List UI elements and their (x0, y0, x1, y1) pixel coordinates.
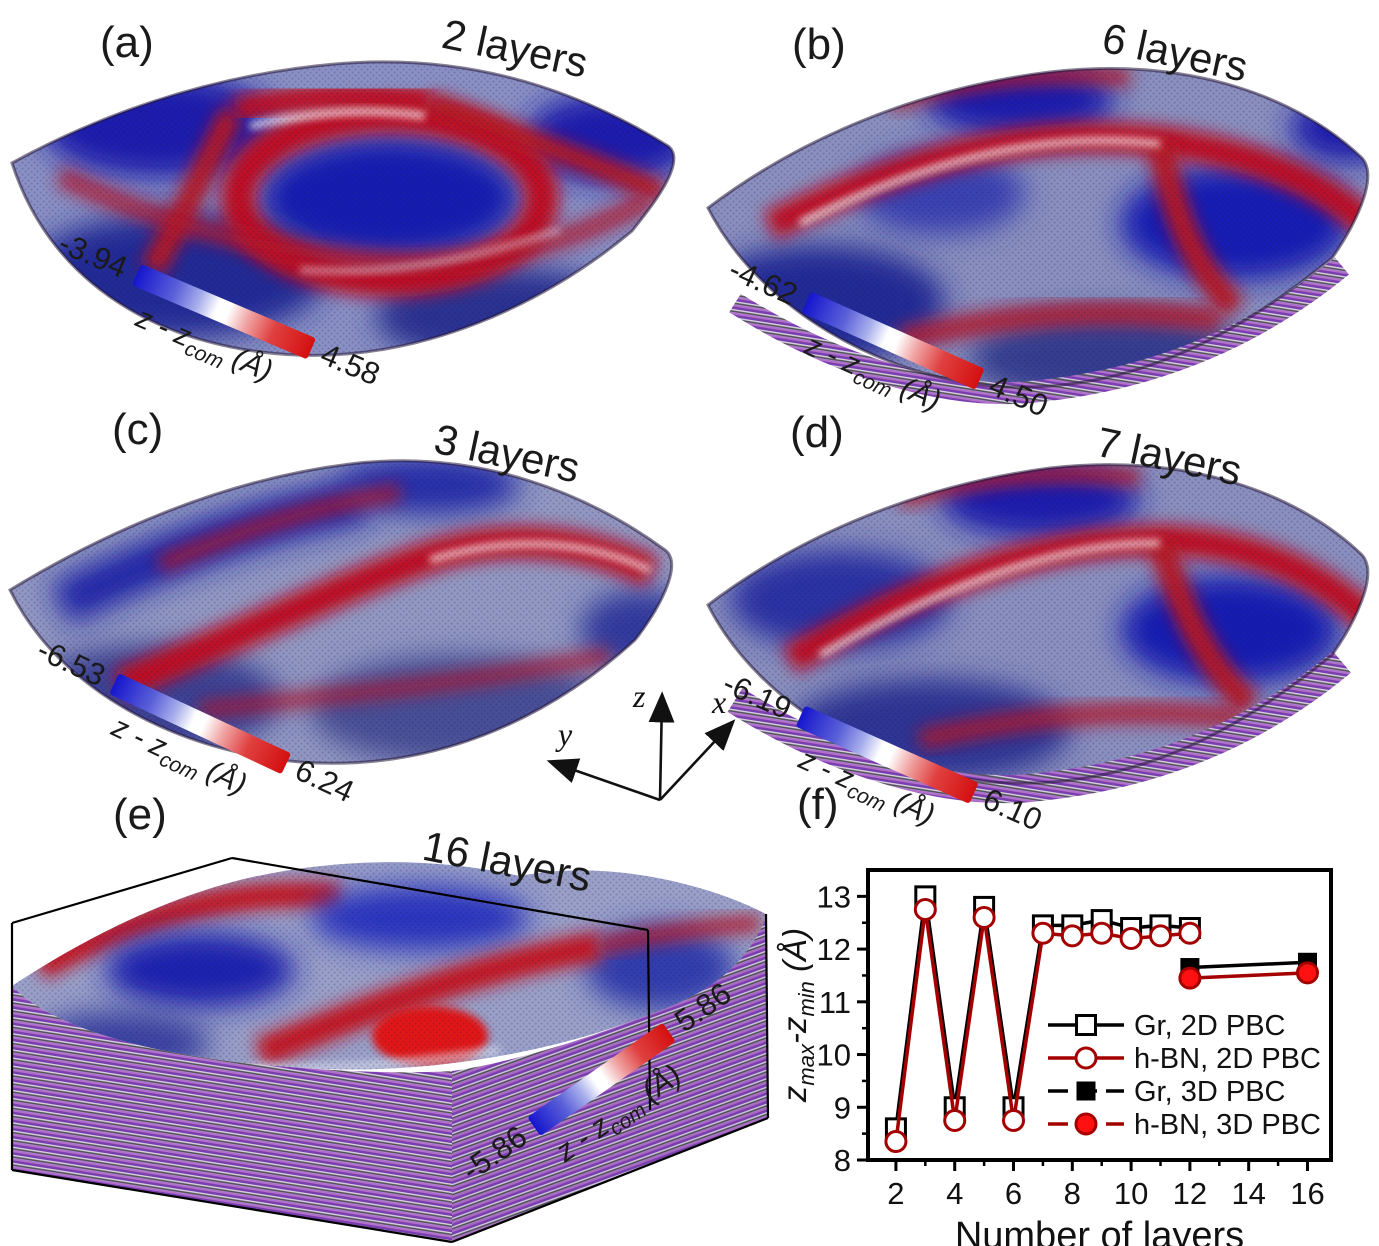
marker-circle (1002, 1108, 1026, 1132)
marker-circle (1178, 966, 1202, 990)
axis-x-label: x (711, 684, 726, 720)
y-tick-label: 12 (817, 932, 851, 967)
marker-circle (913, 898, 937, 922)
series-h-bn-3d-pbc (1178, 961, 1319, 990)
marker-circle (1119, 927, 1143, 951)
marker-circle (972, 905, 996, 929)
membrane-2-layers (10, 60, 676, 357)
series-line (1189, 971, 1308, 980)
panel-e-label: (e) (113, 790, 167, 839)
membrane-edge (8, 459, 673, 765)
membrane-6-layers (706, 67, 1370, 405)
series-h-bn-2d-pbc (884, 898, 1202, 1154)
y-tick-label: 10 (817, 1038, 851, 1073)
y-tick-label: 13 (817, 879, 851, 914)
marker-circle (1178, 921, 1202, 945)
layer-edge-stripes (727, 651, 1351, 804)
panel-c-label: (c) (112, 405, 164, 454)
marker-circle (884, 1130, 908, 1154)
panel-b-label: (b) (792, 20, 846, 69)
membrane-edge (706, 67, 1370, 389)
marker-circle (943, 1108, 967, 1132)
axis-y-label: y (555, 716, 573, 752)
legend-label: Gr, 2D PBC (1134, 1010, 1286, 1042)
y-tick-label: 9 (834, 1090, 851, 1125)
y-axis-label: zmax-zmin (Å) (776, 928, 819, 1103)
panel-a-label: (a) (100, 18, 154, 67)
panel-f-label: (f) (797, 780, 839, 829)
plot-frame (866, 868, 1333, 1162)
marker-circle (1060, 924, 1084, 948)
layer-edge-stripes (729, 257, 1349, 405)
marker-square (1075, 1014, 1097, 1036)
marker-circle (1074, 1112, 1098, 1136)
legend-label: h-BN, 3D PBC (1134, 1109, 1321, 1141)
x-tick-label: 2 (887, 1176, 904, 1211)
coordinate-axes-triad: z x y (546, 678, 736, 802)
panel-d-label: (d) (790, 408, 844, 457)
marker-circle (1090, 921, 1114, 945)
x-axis-label: Number of layers (955, 1215, 1244, 1246)
membrane-edge (10, 60, 676, 357)
legend-label: Gr, 3D PBC (1134, 1076, 1286, 1108)
x-tick-label: 8 (1064, 1176, 1081, 1211)
x-tick-label: 4 (946, 1176, 963, 1211)
marker-circle (1295, 961, 1319, 985)
x-tick-label: 14 (1231, 1176, 1265, 1211)
y-tick-label: 8 (834, 1143, 851, 1178)
axis-z-label: z (632, 678, 646, 714)
marker-circle (1074, 1046, 1098, 1070)
y-tick-label: 11 (819, 985, 851, 1020)
x-tick-label: 6 (1005, 1176, 1022, 1211)
membrane-3-layers (8, 459, 673, 765)
x-tick-label: 10 (1114, 1176, 1148, 1211)
series-line (1189, 960, 1308, 970)
x-tick-label: 16 (1290, 1176, 1324, 1211)
layers-chart: 2 4 6 8 10 12 14 16 8 9 10 11 12 13 Number of layers zm… (776, 868, 1333, 1246)
marker-square (1076, 1081, 1096, 1101)
slab-front-face (12, 986, 452, 1242)
x-tick-label: 12 (1173, 1176, 1207, 1211)
slab-16-layers (10, 856, 770, 1244)
wireframe-box (10, 856, 770, 1244)
marker-circle (1148, 924, 1172, 948)
legend-label: h-BN, 2D PBC (1134, 1043, 1321, 1075)
marker-circle (1031, 921, 1055, 945)
